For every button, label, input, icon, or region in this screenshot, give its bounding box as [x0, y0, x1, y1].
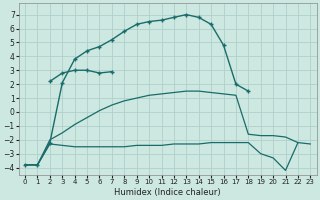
- X-axis label: Humidex (Indice chaleur): Humidex (Indice chaleur): [114, 188, 221, 197]
